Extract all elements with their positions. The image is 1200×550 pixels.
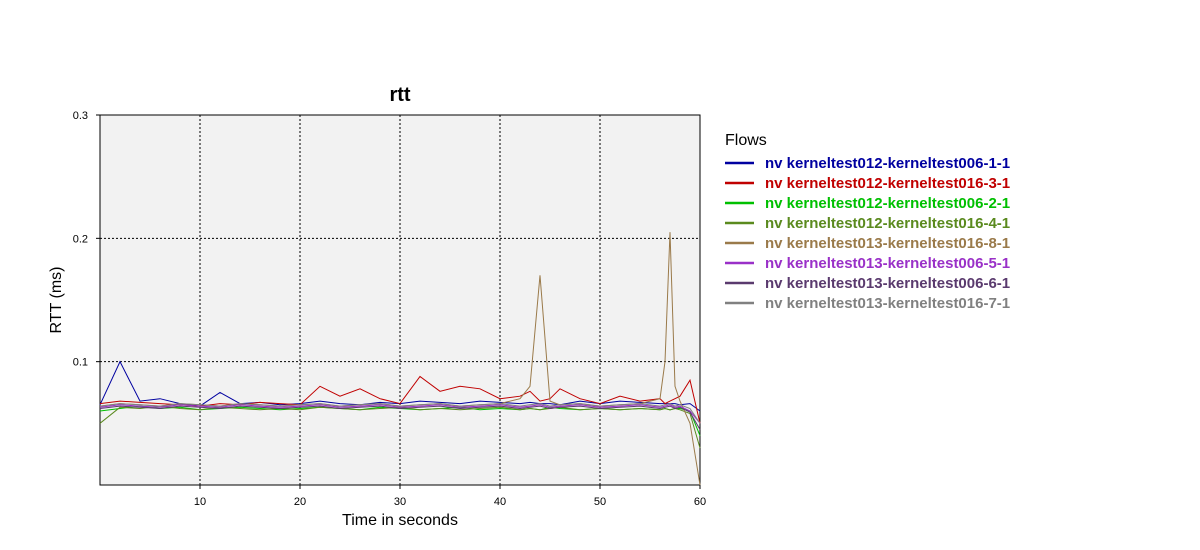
grid-lines xyxy=(100,115,700,485)
chart-title: rtt xyxy=(389,84,410,106)
y-tick-label: 0.3 xyxy=(73,110,88,122)
series-line xyxy=(99,405,701,430)
x-axis-label: Time in seconds xyxy=(342,512,458,529)
y-tick-label: 0.2 xyxy=(73,233,88,245)
x-tick-label: 50 xyxy=(594,496,606,508)
series-lines xyxy=(99,232,701,486)
series-line xyxy=(99,360,701,412)
y-axis-ticks: 0.1 0.2 0.3 xyxy=(73,110,100,369)
legend-label: nv kerneltest013-kerneltest006-6-1 xyxy=(765,275,1010,292)
legend-label: nv kerneltest013-kerneltest016-7-1 xyxy=(765,295,1010,312)
y-tick-label: 0.1 xyxy=(73,357,88,369)
x-tick-label: 10 xyxy=(194,496,206,508)
legend-label: nv kerneltest013-kerneltest016-8-1 xyxy=(765,235,1010,252)
legend-title: Flows xyxy=(725,132,767,149)
x-tick-label: 60 xyxy=(694,496,706,508)
legend-label: nv kerneltest013-kerneltest006-5-1 xyxy=(765,255,1010,272)
legend-label: nv kerneltest012-kerneltest016-4-1 xyxy=(765,215,1010,232)
series-line xyxy=(99,403,701,424)
legend-label: nv kerneltest012-kerneltest006-2-1 xyxy=(765,195,1010,212)
x-tick-label: 20 xyxy=(294,496,306,508)
legend: nv kerneltest012-kerneltest006-1-1 nv ker… xyxy=(725,155,1010,312)
x-tick-label: 40 xyxy=(494,496,506,508)
series-line xyxy=(99,404,701,424)
x-tick-label: 30 xyxy=(394,496,406,508)
y-axis-label: RTT (ms) xyxy=(48,267,65,334)
x-axis-ticks: 10 20 30 40 50 60 xyxy=(194,485,706,508)
legend-label: nv kerneltest012-kerneltest016-3-1 xyxy=(765,175,1010,192)
legend-label: nv kerneltest012-kerneltest006-1-1 xyxy=(765,155,1010,172)
